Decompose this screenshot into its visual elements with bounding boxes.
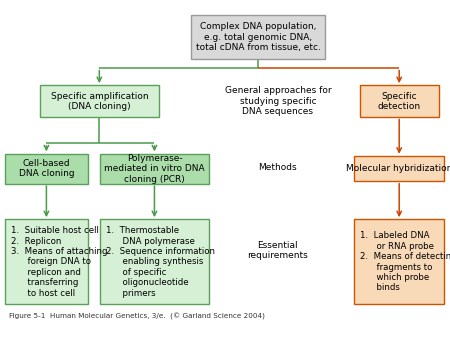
Text: Cell-based
DNA cloning: Cell-based DNA cloning — [18, 159, 74, 178]
Text: Molecular hybridization: Molecular hybridization — [346, 164, 450, 173]
FancyBboxPatch shape — [99, 154, 209, 184]
FancyBboxPatch shape — [4, 154, 88, 184]
Text: Figure 5-1  Human Molecular Genetics, 3/e.  (© Garland Science 2004): Figure 5-1 Human Molecular Genetics, 3/e… — [9, 313, 265, 320]
Text: 1.  Suitable host cell
2.  Replicon
3.  Means of attaching
      foreign DNA to
: 1. Suitable host cell 2. Replicon 3. Mea… — [11, 226, 108, 297]
FancyBboxPatch shape — [191, 15, 325, 59]
Text: Methods: Methods — [259, 163, 297, 172]
FancyBboxPatch shape — [4, 219, 88, 304]
Text: Essential
requirements: Essential requirements — [248, 241, 308, 260]
Text: Polymerase-
mediated in vitro DNA
cloning (PCR): Polymerase- mediated in vitro DNA clonin… — [104, 154, 205, 184]
FancyBboxPatch shape — [99, 219, 209, 304]
FancyBboxPatch shape — [354, 219, 444, 304]
FancyBboxPatch shape — [40, 86, 159, 117]
Text: General approaches for
studying specific
DNA sequences: General approaches for studying specific… — [225, 87, 331, 116]
Text: Specific
detection: Specific detection — [378, 92, 421, 111]
FancyBboxPatch shape — [360, 86, 439, 117]
Text: 1.  Labeled DNA
      or RNA probe
2.  Means of detecting
      fragments to
   : 1. Labeled DNA or RNA probe 2. Means of … — [360, 232, 450, 292]
Text: Complex DNA population,
e.g. total genomic DNA,
total cDNA from tissue, etc.: Complex DNA population, e.g. total genom… — [196, 22, 320, 52]
FancyBboxPatch shape — [354, 156, 444, 182]
Text: Specific amplification
(DNA cloning): Specific amplification (DNA cloning) — [50, 92, 148, 111]
Text: 1.  Thermostable
      DNA polymerase
2.  Sequence information
      enabling sy: 1. Thermostable DNA polymerase 2. Sequen… — [106, 226, 215, 297]
